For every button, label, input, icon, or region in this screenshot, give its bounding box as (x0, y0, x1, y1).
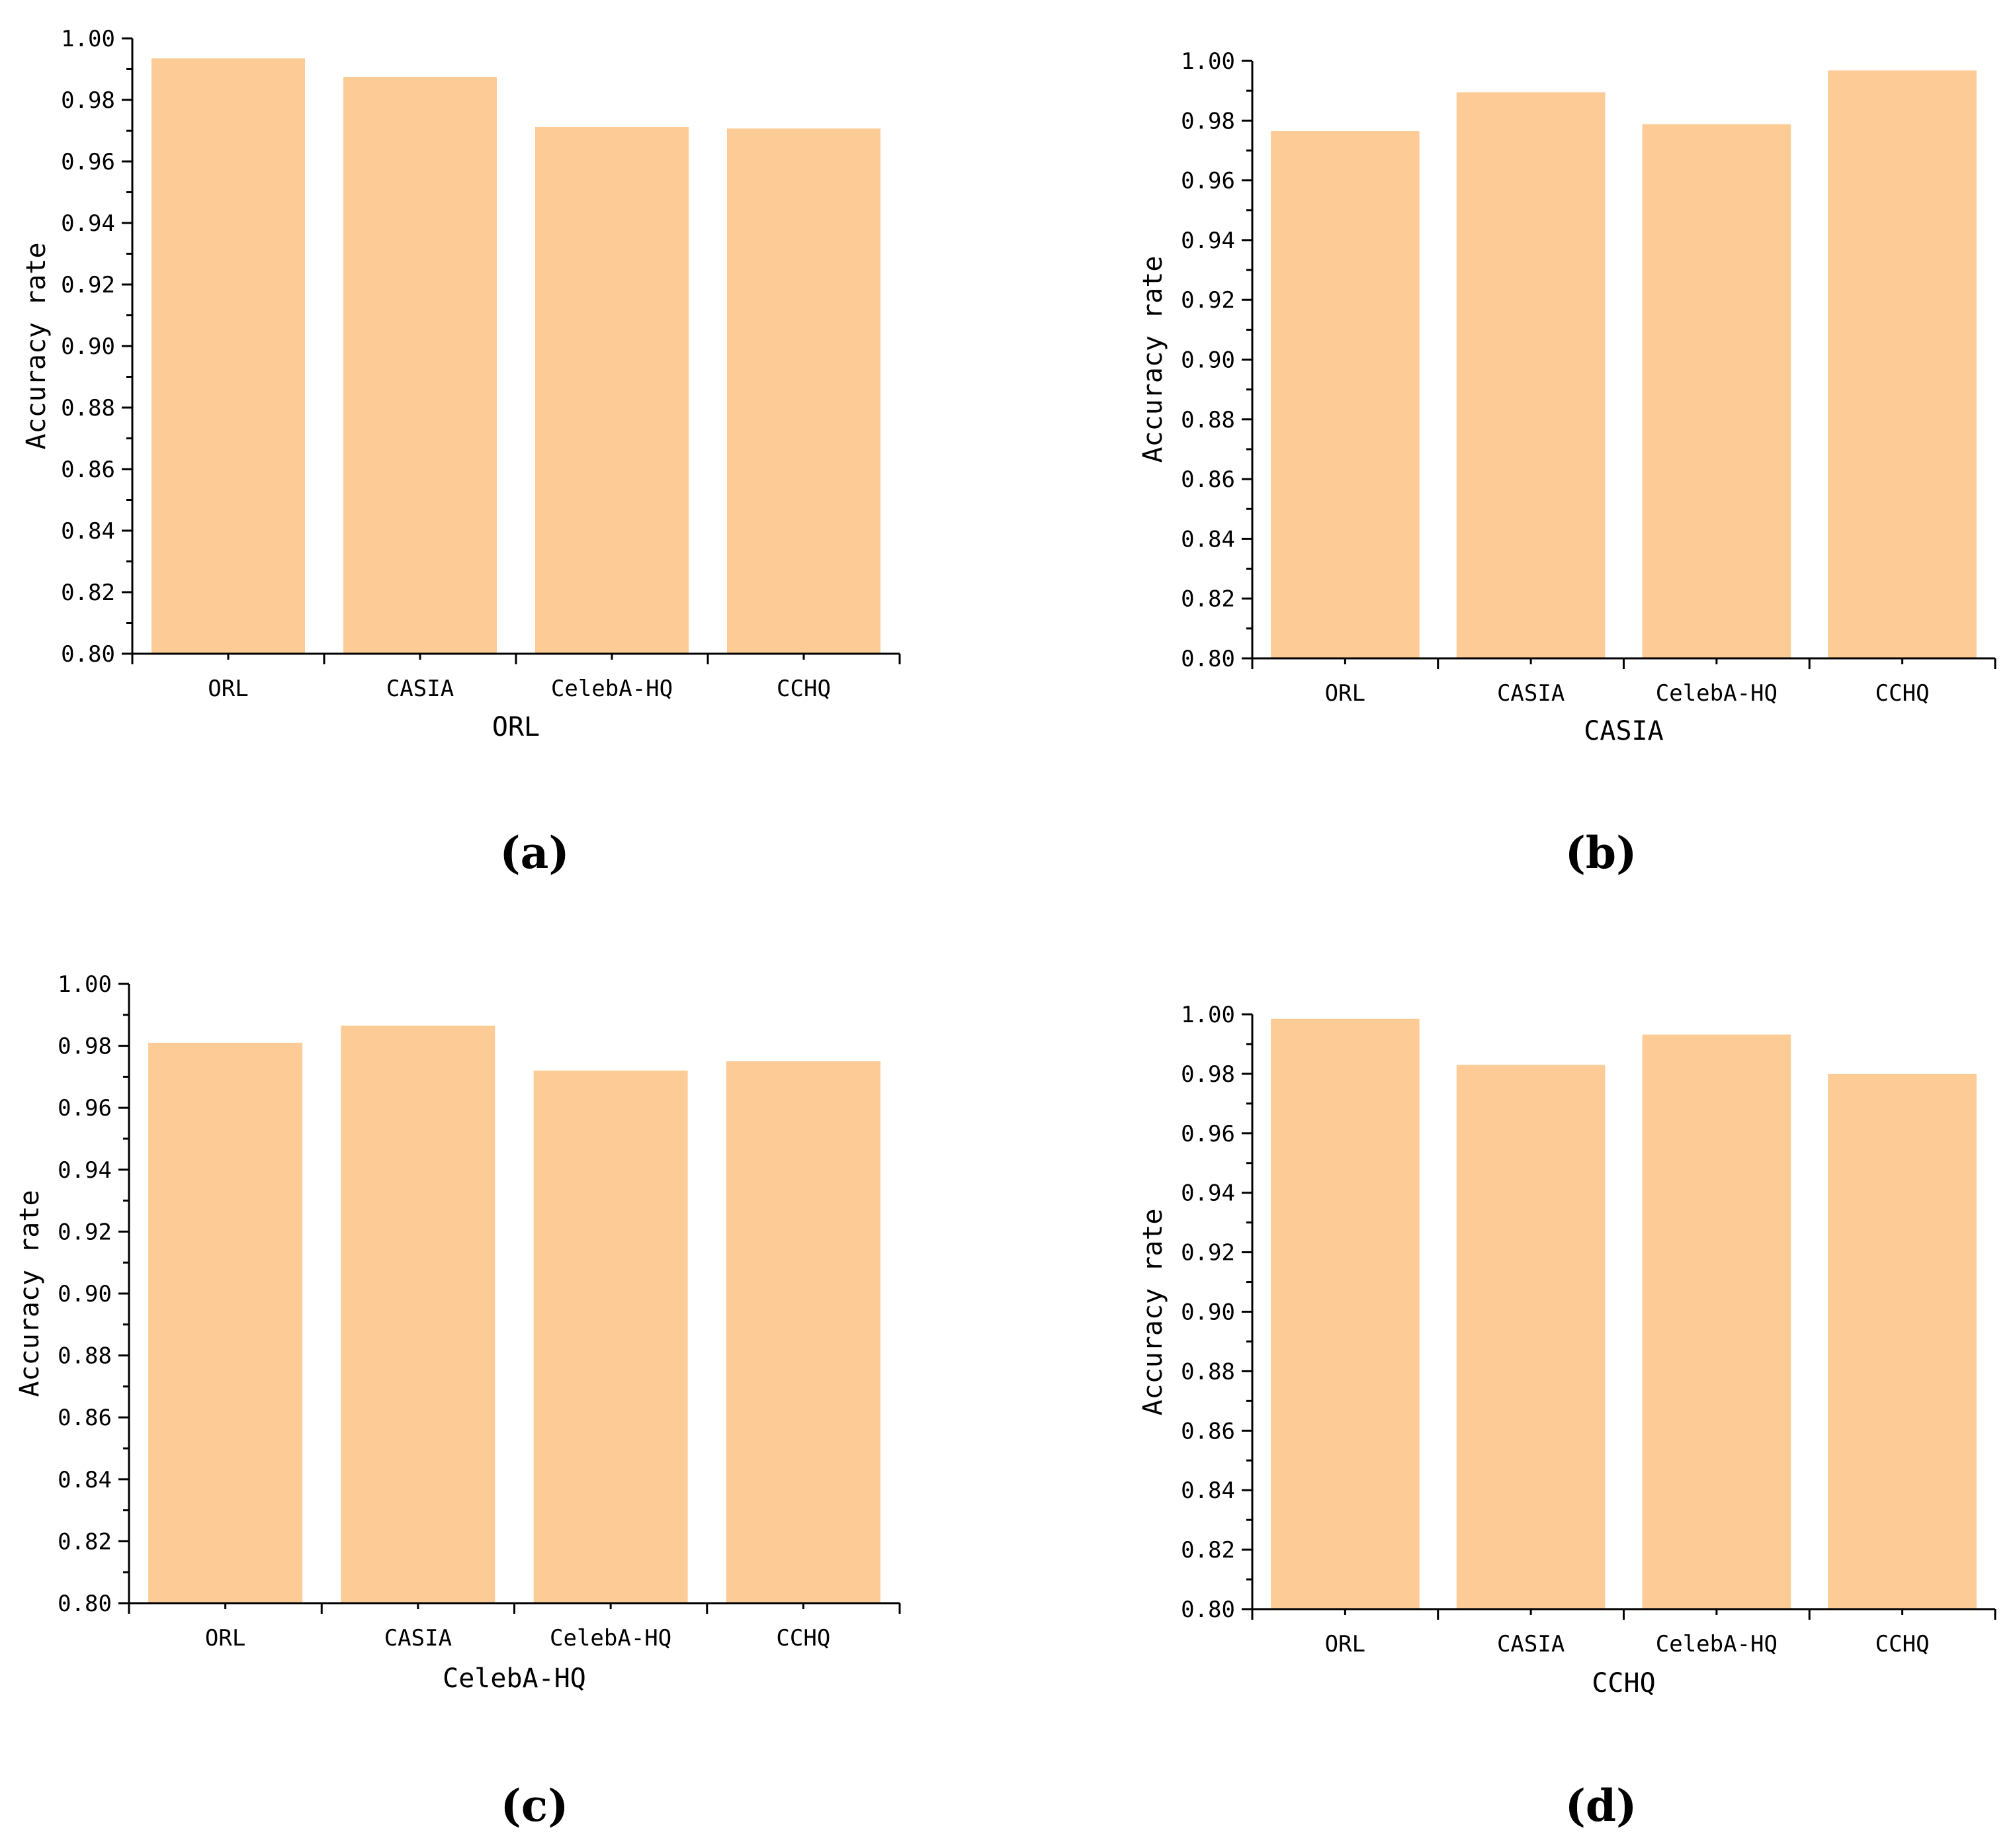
y-tick-label: 0.82 (58, 1528, 112, 1555)
x-tick-label: ORL (205, 1625, 245, 1651)
panel-label: (a) (499, 827, 569, 879)
y-tick-label: 0.88 (1181, 407, 1235, 433)
y-tick-label: 0.98 (61, 87, 115, 114)
x-axis-title: CCHQ (1592, 1668, 1655, 1698)
x-axis-title: CASIA (1584, 716, 1663, 746)
y-tick-label: 1.00 (1181, 48, 1235, 75)
x-tick-label: CCHQ (1875, 680, 1930, 707)
y-tick-label: 0.88 (61, 395, 115, 421)
chart-panel-c: 0.80 0.82 0.84 0.86 0.88 0.90 0.92 0.94 0.96 0.98… (15, 971, 901, 1831)
y-axis-title: Accuracy rate (21, 242, 52, 449)
y-tick-label: 0.98 (58, 1034, 112, 1060)
y-tick-label: 0.90 (58, 1281, 112, 1307)
bar-celeba-hq (533, 1071, 688, 1603)
y-tick-label: 0.90 (1181, 1299, 1235, 1326)
panel-label: (b) (1565, 827, 1637, 879)
bar-casia (341, 1026, 495, 1603)
y-tick-label: 0.80 (1181, 646, 1235, 672)
x-tick-label: CelebA-HQ (1656, 1631, 1778, 1657)
x-tick-label: CASIA (384, 1625, 452, 1651)
chart-panel-d: 0.80 0.82 0.84 0.86 0.88 0.90 0.92 0.94 0.96 0.98… (1138, 1002, 1996, 1831)
y-tick-label: 0.80 (58, 1591, 112, 1617)
x-tick-label: CCHQ (1875, 1631, 1930, 1657)
y-tick-label: 0.80 (1181, 1597, 1235, 1623)
y-tick-label: 1.00 (58, 971, 112, 998)
chart-panel-a: 0.80 0.82 0.84 0.86 0.88 0.90 0.92 0.94 0.96 0.98… (21, 26, 901, 879)
y-tick-label: 0.88 (58, 1343, 112, 1370)
x-tick-label: CASIA (1497, 680, 1565, 707)
y-tick-label: 0.82 (1181, 1537, 1235, 1563)
bar-cchq (1828, 1073, 1977, 1609)
y-tick-label: 0.96 (1181, 1121, 1235, 1147)
y-tick-label: 0.88 (1181, 1358, 1235, 1385)
y-axis-title: Accuracy rate (15, 1190, 45, 1397)
y-tick-label: 0.82 (61, 580, 115, 606)
x-tick-label: CASIA (1497, 1631, 1565, 1657)
y-tick-label: 0.90 (61, 333, 115, 360)
bar-celeba-hq (1642, 124, 1791, 658)
x-tick-label: CCHQ (777, 676, 831, 702)
x-tick-label: CelebA-HQ (1656, 680, 1778, 707)
y-tick-label: 0.82 (1181, 586, 1235, 613)
bar-casia (1456, 1065, 1606, 1609)
y-tick-label: 0.84 (58, 1467, 112, 1493)
y-tick-label: 0.98 (1181, 108, 1235, 134)
panel-label: (d) (1565, 1780, 1637, 1831)
y-tick-label: 0.86 (1181, 1418, 1235, 1444)
y-tick-label: 0.98 (1181, 1061, 1235, 1088)
bar-celeba-hq (1642, 1034, 1791, 1609)
y-tick-label: 0.92 (1181, 287, 1235, 314)
y-axis-title: Accuracy rate (1138, 255, 1168, 462)
bar-orl (148, 1042, 303, 1603)
chart-panel-b: 0.80 0.82 0.84 0.86 0.88 0.90 0.92 0.94 0.96 0.98… (1138, 48, 1996, 879)
bar-casia (343, 77, 497, 654)
bar-casia (1456, 92, 1606, 659)
y-tick-label: 0.86 (1181, 466, 1235, 493)
y-tick-label: 1.00 (61, 26, 115, 52)
bar-orl (151, 58, 305, 654)
y-tick-label: 0.86 (58, 1405, 112, 1431)
x-tick-label: CASIA (386, 676, 454, 702)
y-tick-label: 0.94 (58, 1157, 112, 1184)
x-tick-label: CelebA-HQ (550, 1625, 671, 1651)
y-tick-label: 1.00 (1181, 1002, 1235, 1028)
bar-cchq (1828, 70, 1977, 658)
y-tick-label: 0.92 (61, 272, 115, 298)
x-tick-label: CelebA-HQ (551, 676, 673, 702)
y-tick-label: 0.84 (1181, 526, 1235, 552)
x-tick-label: ORL (1325, 680, 1365, 707)
y-tick-label: 0.94 (1181, 228, 1235, 254)
x-axis-title: CelebA-HQ (443, 1663, 586, 1694)
y-axis-title: Accuracy rate (1138, 1208, 1168, 1415)
y-tick-label: 0.96 (58, 1095, 112, 1122)
bar-cchq (727, 128, 880, 654)
x-tick-label: ORL (1325, 1631, 1365, 1657)
bar-celeba-hq (535, 126, 689, 654)
y-tick-label: 0.96 (1181, 168, 1235, 195)
bar-orl (1271, 131, 1420, 659)
y-tick-label: 0.84 (61, 518, 115, 545)
y-tick-label: 0.90 (1181, 347, 1235, 374)
bar-cchq (726, 1061, 880, 1603)
y-tick-label: 0.84 (1181, 1477, 1235, 1504)
y-tick-label: 0.92 (1181, 1240, 1235, 1266)
y-tick-label: 0.86 (61, 457, 115, 483)
y-tick-label: 0.92 (58, 1219, 112, 1245)
x-axis-title: ORL (492, 712, 540, 742)
x-tick-label: ORL (208, 676, 248, 702)
panel-label: (c) (501, 1780, 569, 1831)
y-tick-label: 0.80 (61, 641, 115, 668)
y-tick-label: 0.94 (1181, 1180, 1235, 1207)
bar-orl (1271, 1018, 1420, 1609)
y-tick-label: 0.94 (61, 210, 115, 237)
x-tick-label: CCHQ (776, 1625, 830, 1651)
y-tick-label: 0.96 (61, 149, 115, 175)
